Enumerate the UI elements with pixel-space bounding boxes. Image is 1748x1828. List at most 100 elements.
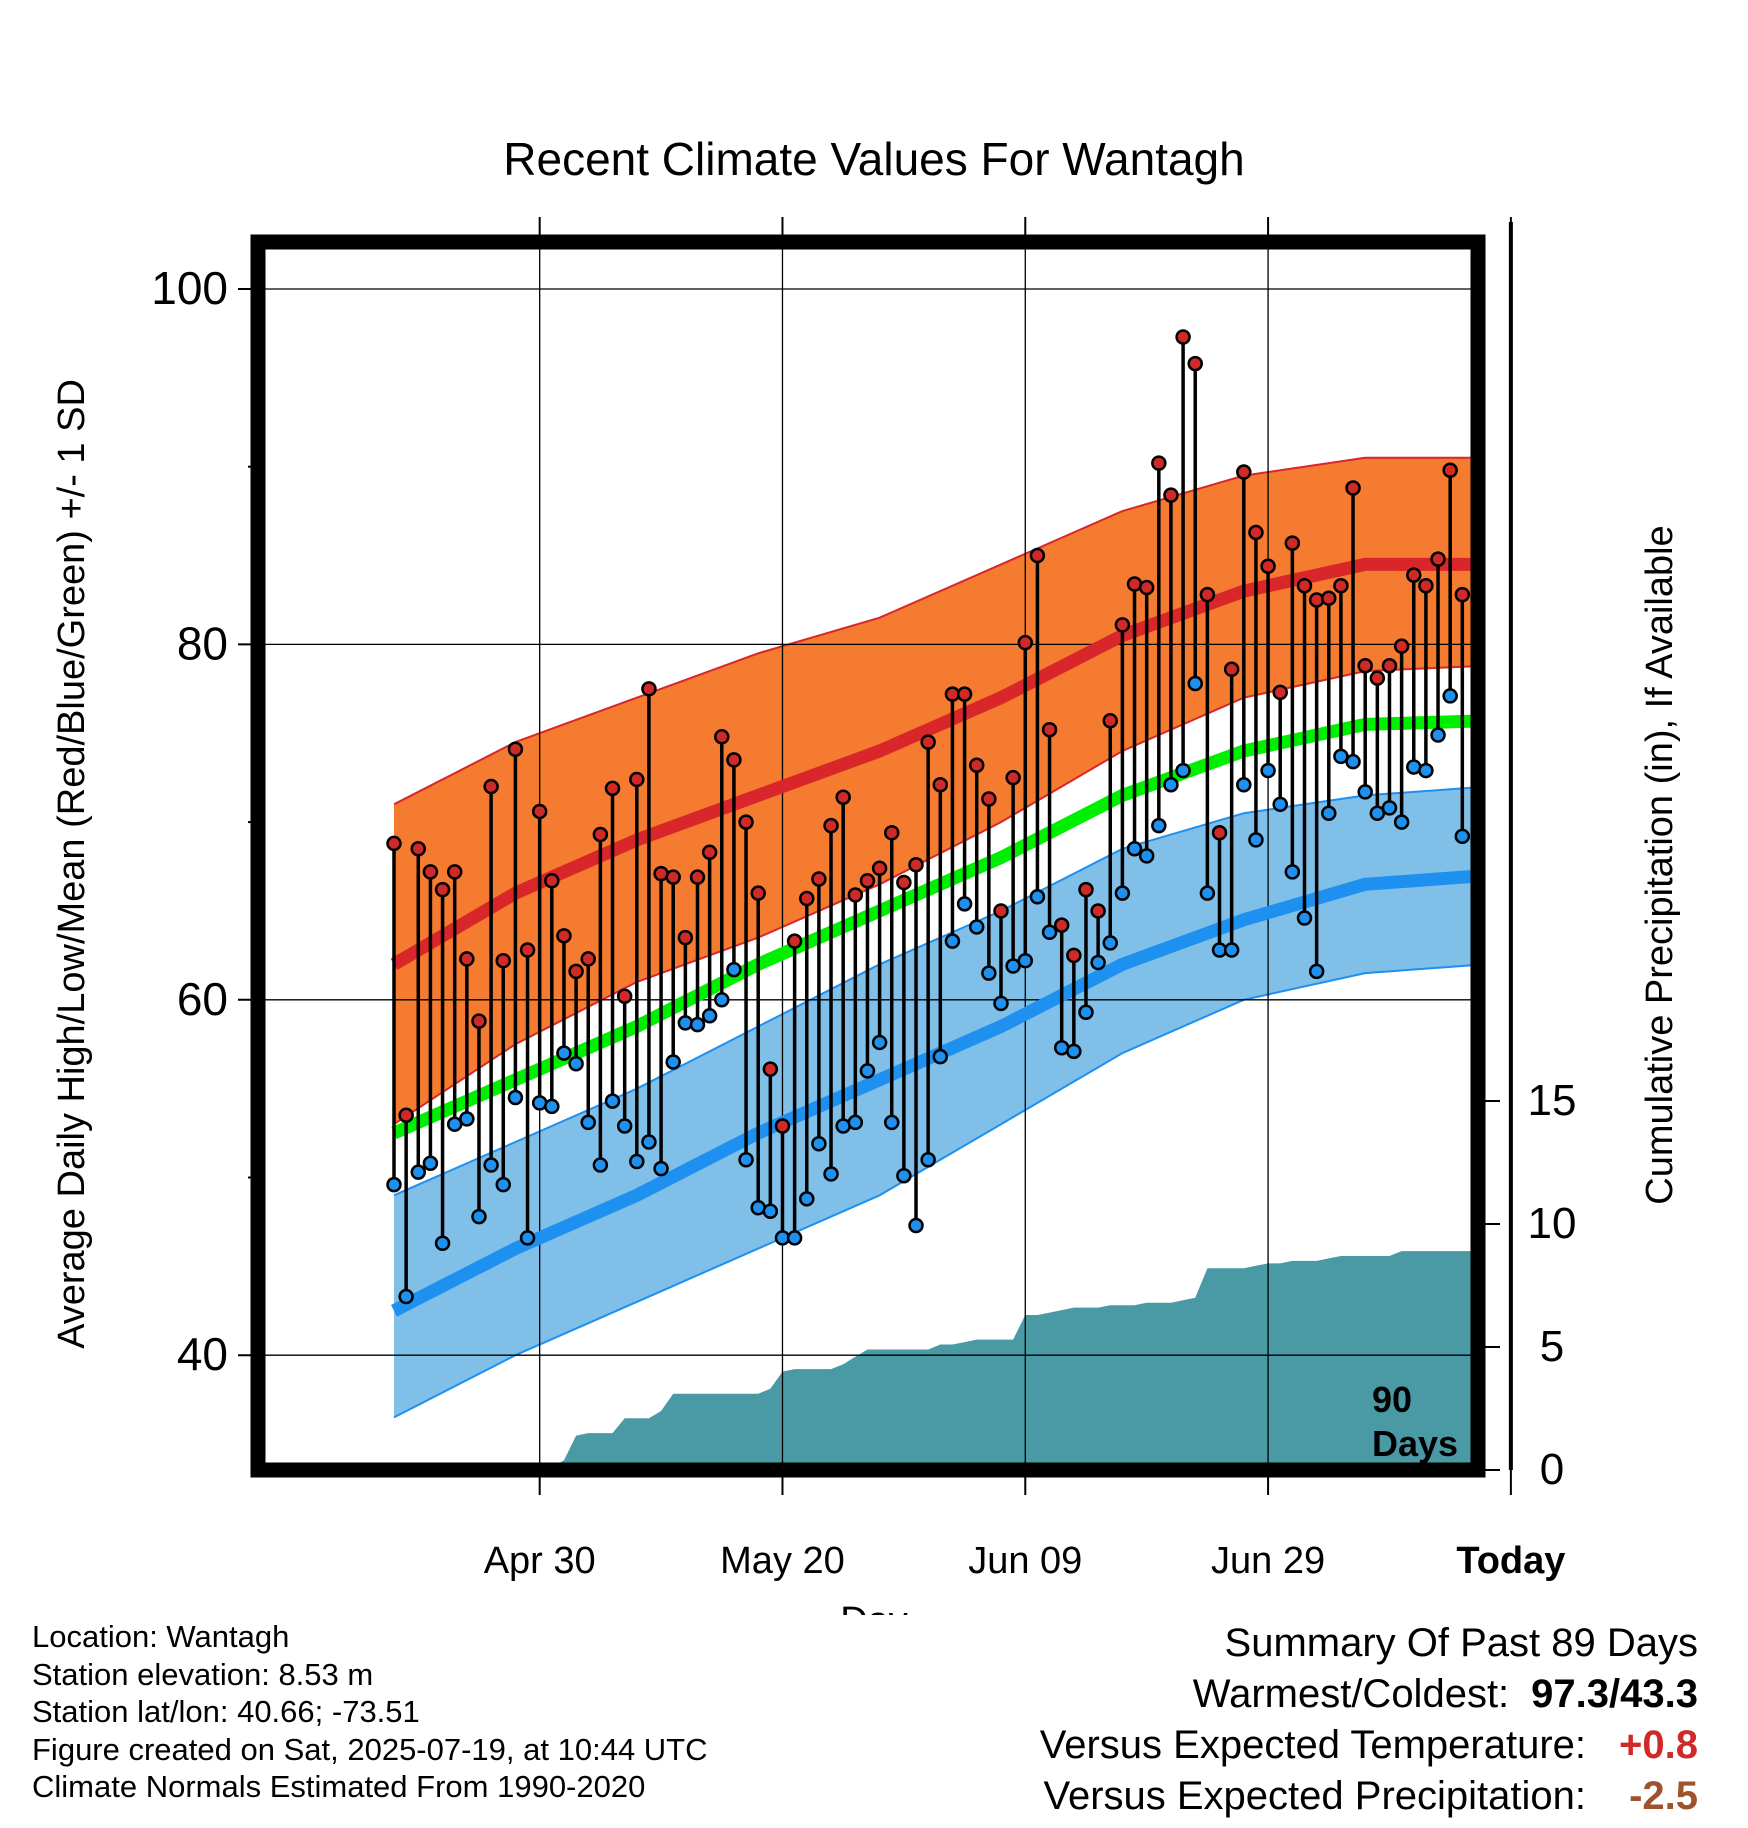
- low-point: [847, 1114, 864, 1131]
- low-sd-lower-edge: [393, 963, 1478, 1419]
- low-point: [1272, 796, 1288, 813]
- high-point: [1308, 592, 1325, 608]
- low-point: [944, 933, 961, 949]
- y-tick-label: 40: [177, 1328, 228, 1380]
- low-point: [1017, 952, 1034, 969]
- warm-cold-label: Warmest/Coldest:: [1192, 1672, 1510, 1716]
- y2-axis-label: Cumulative Precipitation (in), If Availa…: [1639, 525, 1681, 1204]
- low-point: [1041, 924, 1058, 941]
- high-point: [762, 1061, 779, 1077]
- latlon-text: Station lat/lon: 40.66; -73.51: [32, 1694, 420, 1729]
- high-point: [896, 874, 912, 891]
- high-point: [1369, 670, 1386, 686]
- high-point: [799, 890, 815, 907]
- low-point: [1138, 848, 1155, 864]
- low-point: [968, 919, 985, 935]
- high-point: [483, 778, 499, 795]
- axes-group: 40 60 80 100 0 5 10 15 Apr 30 May 20 Jun 09 Jun 29 T…: [151, 217, 1576, 1582]
- summary-warm-cold-row: Warmest/Coldest: 97.3/43.3: [1040, 1669, 1698, 1720]
- high-point: [908, 856, 924, 873]
- today-label-line1: 90: [1372, 1379, 1412, 1420]
- y2-tick-label: 15: [1528, 1076, 1577, 1125]
- high-point: [1393, 638, 1410, 654]
- low-point: [883, 1114, 900, 1131]
- low-point: [434, 1235, 451, 1251]
- high-point: [459, 951, 475, 967]
- low-point: [641, 1134, 657, 1150]
- low-point: [422, 1155, 439, 1172]
- normals-line-group: [390, 557, 1478, 1317]
- low-point: [908, 1217, 924, 1234]
- high-point: [1296, 578, 1313, 594]
- low-point: [738, 1151, 754, 1168]
- high-point: [1272, 684, 1288, 701]
- y-tick-label: 60: [177, 973, 228, 1025]
- high-point: [1406, 567, 1422, 583]
- y2-tick-label: 0: [1540, 1445, 1564, 1494]
- low-point: [519, 1230, 536, 1246]
- observation-group: [386, 329, 1471, 1305]
- y2-tick-label: 10: [1528, 1199, 1577, 1248]
- x-tick-label: Jun 29: [1211, 1540, 1325, 1582]
- low-point: [568, 1056, 584, 1072]
- low-point: [1163, 777, 1179, 793]
- high-point: [568, 963, 584, 980]
- low-point: [1393, 814, 1410, 830]
- x-tick-label: Jun 09: [968, 1540, 1082, 1582]
- low-point: [981, 965, 997, 981]
- high-point: [422, 864, 439, 880]
- summary-temp-row: Versus Expected Temperature: +0.8: [1040, 1720, 1698, 1771]
- low-point: [1236, 777, 1252, 793]
- climate-chart: Recent Climate Values For Wantagh 40 60 80…: [51, 133, 1681, 1615]
- low-point: [1308, 963, 1325, 980]
- low-point: [398, 1288, 414, 1305]
- temp-label: Versus Expected Temperature:: [1039, 1723, 1586, 1767]
- created-text: Figure created on Sat, 2025-07-19, at 10…: [32, 1731, 708, 1767]
- high-point: [1211, 825, 1228, 841]
- high-point: [956, 686, 973, 702]
- high-point: [883, 825, 900, 841]
- high-point: [981, 791, 997, 807]
- normal-mean-line: [391, 714, 1478, 1140]
- high-point: [1345, 480, 1361, 496]
- high-point: [1223, 661, 1240, 678]
- low-point: [1090, 954, 1106, 971]
- low-point: [859, 1063, 876, 1079]
- high-point: [932, 777, 949, 793]
- frame-group: [250, 222, 1513, 1478]
- high-point: [1102, 713, 1119, 729]
- low-point: [471, 1208, 487, 1225]
- low-point: [1114, 885, 1131, 901]
- low-point: [726, 961, 742, 978]
- high-point: [592, 826, 609, 843]
- summary-panel: Summary Of Past 89 Days Warmest/Coldest:…: [1040, 1618, 1698, 1822]
- low-point: [507, 1089, 524, 1106]
- low-point: [1418, 762, 1434, 779]
- low-point: [1430, 727, 1446, 743]
- low-point: [1284, 864, 1301, 880]
- warm-cold-value: 97.3/43.3: [1531, 1672, 1698, 1716]
- x-tick-label: May 20: [720, 1540, 845, 1582]
- high-point: [1066, 947, 1082, 964]
- high-point: [920, 734, 936, 750]
- low-point: [1151, 817, 1167, 834]
- low-point: [1175, 762, 1191, 779]
- temp-value: +0.8: [1619, 1723, 1698, 1767]
- high-point: [665, 869, 681, 885]
- low-point: [446, 1116, 463, 1132]
- low-point: [386, 1176, 402, 1193]
- high-point: [1151, 455, 1167, 471]
- high-point: [495, 952, 512, 969]
- low-point: [701, 1008, 718, 1024]
- high-point: [823, 817, 839, 834]
- high-point: [1430, 551, 1446, 567]
- low-point: [580, 1114, 596, 1131]
- elevation-text: Station elevation: 8.53 m: [32, 1656, 374, 1692]
- high-point: [1284, 535, 1301, 551]
- low-point: [993, 995, 1009, 1012]
- low-point: [1333, 748, 1349, 765]
- low-point: [1066, 1043, 1082, 1060]
- high-point: [1017, 634, 1034, 651]
- high-point: [968, 757, 985, 773]
- high-point: [616, 988, 633, 1004]
